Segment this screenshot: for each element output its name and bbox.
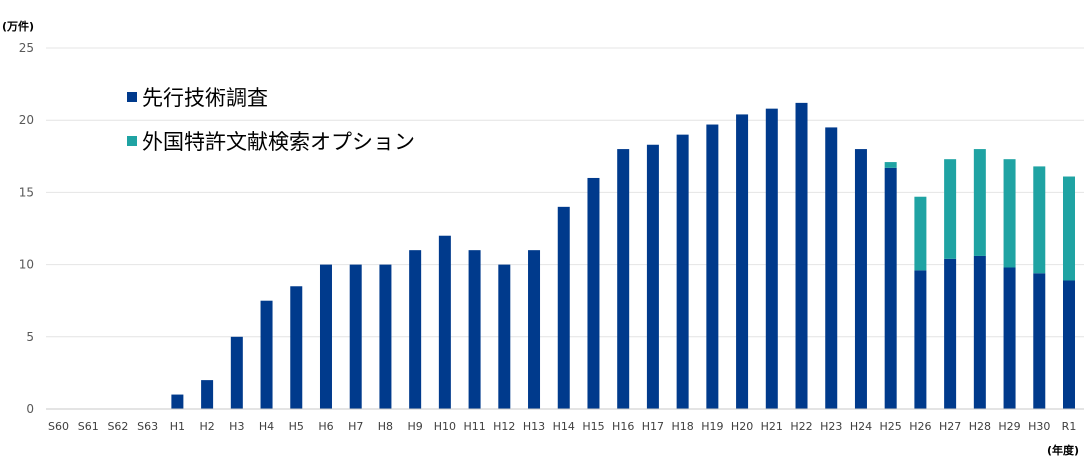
x-tick-label: H29 bbox=[998, 420, 1020, 433]
bars bbox=[171, 102, 1075, 410]
bar-segment-sentaku bbox=[795, 102, 808, 409]
x-tick-label: H1 bbox=[170, 420, 185, 433]
bar-segment-sentaku bbox=[290, 286, 303, 409]
y-tick-label: 10 bbox=[19, 258, 34, 272]
legend-label: 外国特許文献検索オプション bbox=[142, 130, 415, 154]
bar-segment-sentaku bbox=[528, 250, 541, 409]
legend-label: 先行技術調査 bbox=[142, 86, 268, 110]
x-tick-label: H26 bbox=[909, 420, 931, 433]
x-tick-label: H9 bbox=[408, 420, 423, 433]
x-tick-label: H24 bbox=[850, 420, 872, 433]
bar-segment-sentaku bbox=[765, 108, 778, 409]
x-tick-label: H27 bbox=[939, 420, 961, 433]
bar-segment-sentaku bbox=[736, 114, 749, 409]
bar-segment-sentaku bbox=[825, 127, 838, 410]
bar-segment-gaikoku bbox=[1063, 176, 1075, 281]
x-tick-label: H17 bbox=[642, 420, 664, 433]
y-tick-label: 20 bbox=[19, 113, 34, 127]
bar-segment-sentaku bbox=[587, 177, 600, 409]
bar-segment-sentaku bbox=[319, 264, 332, 409]
bar-segment-gaikoku bbox=[973, 149, 986, 256]
x-axis-unit-label: (年度) bbox=[1047, 443, 1079, 457]
bar-segment-sentaku bbox=[1003, 267, 1016, 409]
x-tick-label: H2 bbox=[199, 420, 214, 433]
bar-segment-sentaku bbox=[498, 264, 511, 409]
x-tick-label: H15 bbox=[582, 420, 604, 433]
x-tick-label: H4 bbox=[259, 420, 274, 433]
bar-segment-sentaku bbox=[884, 167, 897, 409]
x-tick-label: H20 bbox=[731, 420, 753, 433]
bar-segment-sentaku bbox=[557, 206, 570, 409]
x-tick-label: R1 bbox=[1062, 420, 1077, 433]
x-tick-label: H7 bbox=[348, 420, 363, 433]
x-tick-label: H10 bbox=[434, 420, 456, 433]
bar-segment-sentaku bbox=[914, 270, 927, 409]
bar-segment-sentaku bbox=[171, 394, 184, 409]
bar-segment-sentaku bbox=[706, 124, 719, 410]
x-tick-label: S61 bbox=[78, 420, 99, 433]
bar-segment-sentaku bbox=[230, 336, 243, 409]
bar-segment-gaikoku bbox=[1033, 166, 1046, 274]
legend-swatch bbox=[127, 92, 137, 102]
x-tick-label: H18 bbox=[671, 420, 693, 433]
y-tick-label: 5 bbox=[26, 330, 34, 344]
x-tick-label: S63 bbox=[137, 420, 158, 433]
bar-segment-sentaku bbox=[1033, 273, 1046, 409]
x-tick-label: H13 bbox=[523, 420, 545, 433]
x-tick-label: H11 bbox=[463, 420, 485, 433]
x-tick-label: H8 bbox=[378, 420, 393, 433]
legend-swatch bbox=[127, 136, 137, 146]
bar-segment-sentaku bbox=[646, 144, 659, 410]
bar-segment-sentaku bbox=[468, 250, 481, 409]
bar-segment-gaikoku bbox=[1003, 159, 1016, 268]
y-axis-unit-label: (万件) bbox=[2, 19, 34, 33]
bar-segment-gaikoku bbox=[884, 162, 897, 168]
y-tick-label: 25 bbox=[19, 41, 34, 55]
y-tick-label: 15 bbox=[19, 185, 34, 199]
bar-segment-sentaku bbox=[944, 258, 957, 409]
x-tick-label: H21 bbox=[761, 420, 783, 433]
x-tick-label: H23 bbox=[820, 420, 842, 433]
bar-segment-sentaku bbox=[438, 235, 451, 409]
bar-segment-sentaku bbox=[617, 149, 630, 409]
x-tick-label: S60 bbox=[48, 420, 69, 433]
x-tick-label: H22 bbox=[790, 420, 812, 433]
x-tick-label: H3 bbox=[229, 420, 244, 433]
bar-segment-sentaku bbox=[409, 250, 422, 409]
bar-segment-gaikoku bbox=[944, 159, 957, 259]
bar-segment-sentaku bbox=[201, 380, 214, 409]
bar-segment-sentaku bbox=[349, 264, 362, 409]
x-tick-label: H12 bbox=[493, 420, 515, 433]
x-tick-label: H28 bbox=[969, 420, 991, 433]
x-tick-label: H5 bbox=[289, 420, 304, 433]
bar-segment-sentaku bbox=[1063, 280, 1075, 409]
bar-segment-sentaku bbox=[260, 300, 273, 409]
x-tick-label: H14 bbox=[553, 420, 575, 433]
x-tick-label: H19 bbox=[701, 420, 723, 433]
bar-segment-sentaku bbox=[676, 134, 689, 409]
x-tick-label: H25 bbox=[880, 420, 902, 433]
x-tick-label: H30 bbox=[1028, 420, 1050, 433]
bar-segment-sentaku bbox=[973, 255, 986, 409]
y-tick-label: 0 bbox=[26, 402, 34, 416]
bar-segment-sentaku bbox=[379, 264, 392, 409]
bar-segment-sentaku bbox=[854, 149, 867, 409]
x-tick-label: H6 bbox=[318, 420, 333, 433]
gridlines bbox=[46, 47, 1084, 338]
axes: 0 5 10 15 20 25 S60 S61 S62 S63 H1 H2 H3 H4 H5 H6 H7 H8 H9… bbox=[19, 41, 1084, 433]
x-tick-label: H16 bbox=[612, 420, 634, 433]
bar-segment-gaikoku bbox=[914, 196, 927, 271]
x-tick-label: S62 bbox=[107, 420, 128, 433]
